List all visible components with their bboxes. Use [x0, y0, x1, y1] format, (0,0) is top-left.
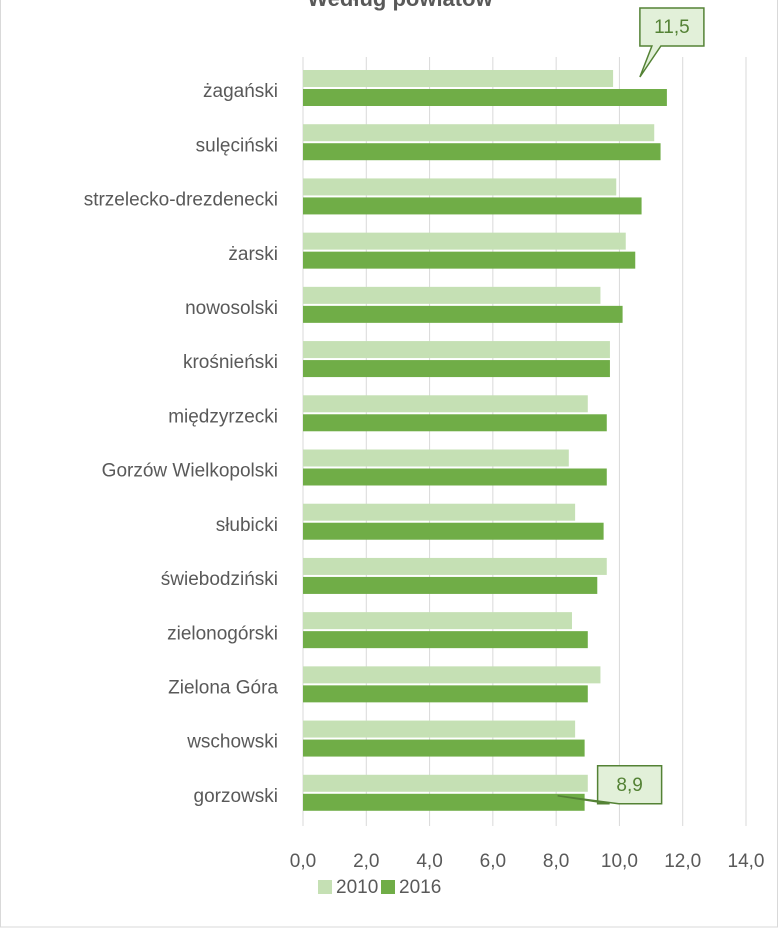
legend-swatch [318, 880, 332, 894]
y-tick-label: żarski [228, 244, 278, 265]
y-tick-label: międzyrzecki [168, 406, 278, 427]
bar [303, 286, 601, 304]
legend-label: 2010 [336, 877, 378, 898]
x-tick-label: 4,0 [416, 851, 442, 872]
x-tick-label: 14,0 [728, 851, 765, 872]
bar [303, 720, 576, 738]
y-tick-label: świebodziński [161, 569, 278, 590]
y-tick-label: słubicki [216, 515, 278, 536]
bar [303, 89, 667, 106]
bar [303, 305, 623, 323]
callout [639, 7, 705, 78]
bar [303, 685, 588, 703]
y-tick-label: zielonogórski [167, 623, 278, 644]
bar [303, 631, 588, 649]
bar [303, 666, 601, 684]
bar [303, 468, 607, 486]
bar [303, 793, 585, 811]
x-tick-label: 0,0 [290, 851, 316, 872]
bar [303, 143, 661, 161]
data-label: 8,9 [616, 775, 642, 796]
bar [303, 557, 607, 575]
y-tick-label: sulęciński [196, 135, 278, 156]
legend-label: 2016 [399, 877, 441, 898]
y-tick-label: strzelecko-drezdenecki [84, 190, 278, 211]
bar [303, 341, 610, 359]
bar [303, 197, 642, 215]
y-tick-label: gorzowski [194, 786, 278, 807]
bar [303, 503, 576, 521]
bar [303, 774, 588, 792]
bar [303, 612, 572, 630]
bar [303, 178, 617, 196]
chart-title: Według powiatów [307, 0, 493, 11]
y-tick-label: żagański [203, 81, 278, 102]
y-tick-label: krośnieński [183, 352, 278, 373]
bar [303, 449, 569, 467]
bar [303, 739, 585, 757]
bar [303, 124, 655, 142]
bar [303, 395, 588, 413]
bar [303, 522, 604, 540]
callout [557, 765, 663, 805]
bar [303, 251, 636, 269]
bar [303, 232, 626, 250]
x-tick-label: 6,0 [480, 851, 506, 872]
bar [303, 70, 614, 87]
bar [303, 414, 607, 432]
y-tick-label: Zielona Góra [168, 677, 278, 698]
x-tick-label: 12,0 [664, 851, 701, 872]
x-tick-label: 10,0 [601, 851, 638, 872]
y-tick-label: nowosolski [185, 298, 278, 319]
data-label: 11,5 [654, 17, 690, 38]
bar [303, 576, 598, 594]
x-tick-label: 2,0 [353, 851, 379, 872]
legend-swatch [381, 880, 395, 894]
y-tick-label: Gorzów Wielkopolski [102, 461, 278, 482]
y-tick-label: wschowski [186, 732, 278, 753]
x-tick-label: 8,0 [543, 851, 569, 872]
bar [303, 360, 610, 378]
